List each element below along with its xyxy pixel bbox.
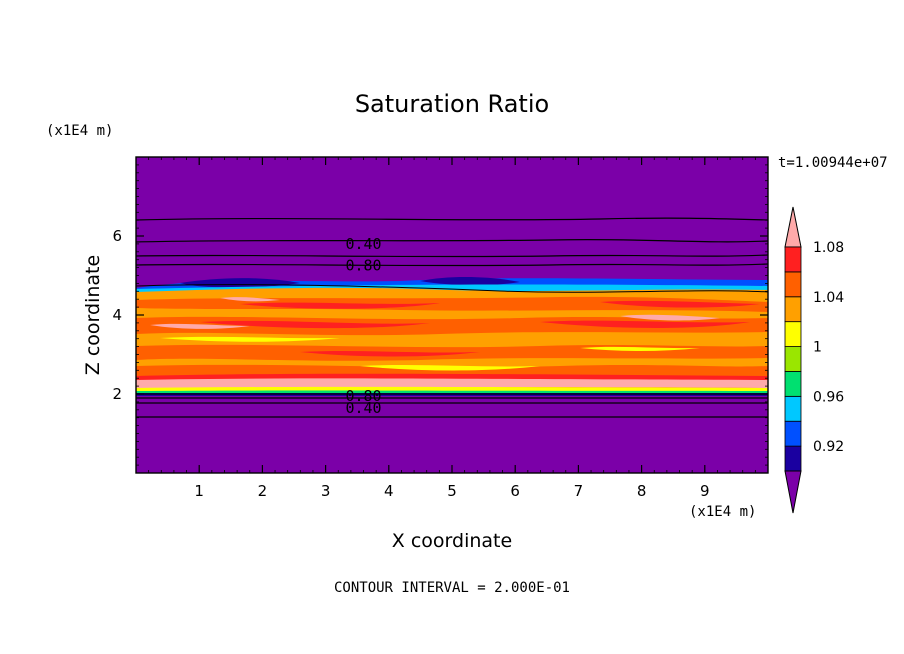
x-tick-label: 1 [194,482,204,500]
contour-line-layer-top [136,284,768,293]
x-tick-label: 5 [447,482,457,500]
contour-line-lower-4 [136,416,768,418]
colorbar-swatch [784,445,802,472]
y-axis: 2 4 6 [112,227,768,403]
y-tick-label: 4 [112,306,122,324]
colorbar-tick-label: 1.08 [813,240,844,256]
contour-label: 0.80 [345,387,381,405]
contour-line-upper-3 [136,254,768,258]
colorbar-swatch [784,346,802,372]
red-orange-streak-1 [136,296,768,312]
contour-line-lower-2 [136,397,768,399]
x-units-label: (x1E4 m) [689,504,756,520]
dark-blue-patch-2 [420,276,520,286]
colorbar-tick-label: 0.92 [813,439,844,455]
contour-line-lower-3 [136,402,768,404]
x-tick-label: 7 [574,482,584,500]
contour-line-upper-4 [136,263,768,267]
contour-line-upper-1 [136,217,768,221]
y-tick-label: 6 [112,227,122,245]
pink-bottom-band [136,378,768,388]
x-tick-label: 2 [258,482,268,500]
contour-label: 0.40 [345,399,381,417]
pink-patch-1 [150,323,250,329]
colorbar-bottom-arrow [784,470,802,514]
red-streak-1 [240,302,440,309]
colorbar-swatch [784,395,802,422]
pink-patch-2 [620,314,720,321]
colorbar-swatch [784,271,802,298]
colorbar-swatch [784,321,802,347]
contour-label: 0.80 [345,257,381,275]
colorbar-swatch [784,246,802,273]
y-axis-label: Z coordinate [82,255,104,375]
red-streak-5 [300,351,480,357]
yellow-streak-2 [360,365,540,371]
x-tick-label: 3 [321,482,331,500]
contour-line-upper-2 [136,238,768,243]
colorbar-tick-label: 0.96 [813,389,844,405]
contour-labels: 0.400.800.800.40 [345,235,381,417]
red-streak-4 [540,320,750,328]
time-label: t=1.00944e+07 [778,155,888,171]
colorbar-tick-label: 1.04 [813,290,844,306]
contour-interval-footer: CONTOUR INTERVAL = 2.000E-01 [334,580,570,596]
red-streak-3 [200,320,430,329]
y-units-label: (x1E4 m) [46,123,113,139]
x-tick-label: 9 [700,482,710,500]
yellow-streak-1 [160,336,340,342]
red-streak-2 [600,300,760,308]
pink-patch-3 [220,297,280,302]
chart-title: Saturation Ratio [355,90,549,118]
contour-field [136,157,768,473]
yellow-streak-3 [580,346,700,351]
colorbar-swatch [784,371,802,397]
colorbar-tick-label: 1 [813,340,822,356]
x-tick-label: 4 [384,482,394,500]
x-tick-label: 8 [637,482,647,500]
x-tick-label: 6 [510,482,520,500]
contour-label: 0.40 [345,235,381,253]
x-axis-label: X coordinate [392,530,512,552]
y-tick-label: 2 [112,385,122,403]
colorbar-top-arrow [784,206,802,248]
colorbar: 0.92 0.96 1 1.04 1.08 [784,206,844,514]
x-axis: 1 2 3 4 5 6 7 8 9 [194,157,710,500]
colorbar-swatch [784,296,802,323]
colorbar-swatch [784,420,802,447]
